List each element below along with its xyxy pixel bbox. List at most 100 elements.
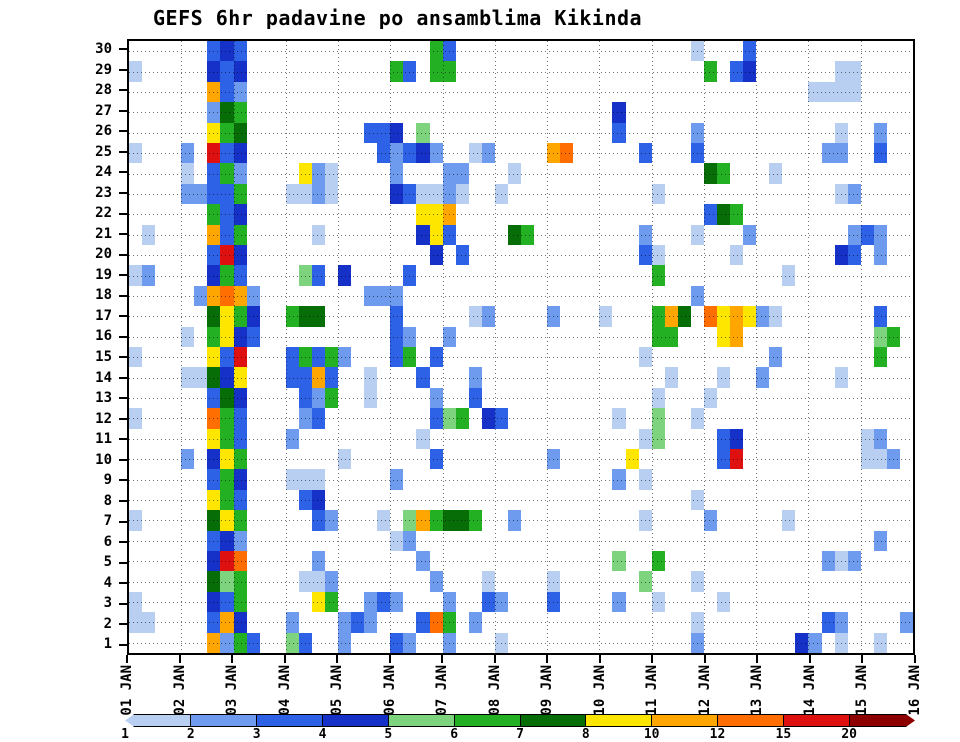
heatmap-cell	[298, 306, 312, 327]
heatmap-cell	[390, 632, 404, 653]
y-axis-label: 19	[95, 266, 112, 283]
heatmap-cell	[311, 469, 325, 490]
heatmap-cell	[703, 387, 717, 409]
heatmap-cell	[129, 510, 143, 531]
heatmap-cell	[207, 285, 221, 307]
heatmap-cell	[651, 326, 665, 347]
heatmap-cell	[246, 285, 260, 307]
colorbar-label: 15	[775, 727, 792, 742]
heatmap-cell	[481, 591, 495, 613]
heatmap-cell	[442, 510, 456, 531]
heatmap-cell	[429, 408, 443, 429]
heatmap-cell	[298, 571, 312, 592]
heatmap-cell	[886, 326, 900, 347]
heatmap-cell	[285, 632, 299, 653]
heatmap-cell	[311, 183, 325, 205]
heatmap-cell	[311, 306, 325, 327]
gridline-vertical	[285, 41, 287, 653]
gridline-horizontal	[129, 255, 913, 257]
heatmap-cell	[442, 204, 456, 225]
heatmap-cell	[664, 367, 678, 388]
x-axis-label: 02 JAN	[171, 665, 188, 716]
heatmap-cell	[390, 469, 404, 490]
y-axis-label: 12	[95, 410, 112, 427]
heatmap-cell	[873, 530, 887, 551]
y-tick	[119, 376, 127, 379]
gridline-horizontal	[129, 479, 913, 481]
heatmap-cell	[325, 183, 339, 205]
gridline-horizontal	[129, 112, 913, 114]
heatmap-cell	[599, 306, 613, 327]
heatmap-cell	[220, 408, 234, 429]
heatmap-cell	[220, 204, 234, 225]
plot-inner	[129, 41, 913, 653]
heatmap-cell	[834, 81, 848, 103]
x-tick	[388, 655, 391, 663]
colorbar-segment	[519, 714, 587, 727]
x-tick	[283, 655, 286, 663]
y-tick	[119, 561, 127, 564]
heatmap-cell	[129, 265, 143, 286]
heatmap-cell	[142, 612, 156, 633]
heatmap-cell	[220, 571, 234, 592]
x-tick	[336, 655, 339, 663]
heatmap-cell	[325, 387, 339, 409]
gridline-horizontal	[129, 438, 913, 440]
heatmap-cell	[390, 61, 404, 82]
heatmap-cell	[808, 81, 822, 103]
heatmap-cell	[233, 265, 247, 286]
heatmap-cell	[233, 632, 247, 653]
heatmap-cell	[416, 428, 430, 449]
heatmap-cell	[207, 428, 221, 449]
x-axis-label: 13 JAN	[749, 665, 766, 716]
heatmap-cell	[285, 183, 299, 205]
gridline-vertical	[599, 41, 601, 653]
y-tick	[119, 335, 127, 338]
heatmap-cell	[233, 224, 247, 245]
heatmap-cell	[455, 510, 469, 531]
y-axis-label: 16	[95, 328, 112, 345]
heatmap-cell	[808, 632, 822, 653]
gridline-horizontal	[129, 194, 913, 195]
gridline-horizontal	[129, 561, 913, 563]
heatmap-cell	[364, 122, 378, 143]
x-axis-label: 10 JAN	[591, 665, 608, 716]
y-axis-label: 9	[103, 472, 112, 489]
heatmap-cell	[390, 591, 404, 613]
colorbar-label: 20	[841, 727, 857, 742]
colorbar-segment	[783, 714, 851, 727]
heatmap-cell	[651, 428, 665, 449]
heatmap-cell	[547, 591, 561, 613]
heatmap-cell	[847, 183, 861, 205]
x-tick	[231, 655, 234, 663]
x-axis-label: 11 JAN	[644, 665, 661, 716]
colorbar-label: 8	[581, 727, 590, 742]
y-axis-label: 15	[95, 349, 112, 365]
heatmap-cell	[703, 163, 717, 184]
heatmap-cell	[703, 61, 717, 82]
heatmap-cell	[390, 530, 404, 551]
heatmap-cell	[429, 183, 443, 205]
heatmap-cell	[207, 326, 221, 347]
heatmap-cell	[429, 571, 443, 592]
y-tick	[119, 109, 127, 112]
heatmap-cell	[873, 428, 887, 449]
x-axis-label: 09 JAN	[539, 665, 556, 716]
x-tick	[914, 655, 916, 663]
heatmap-cell	[220, 469, 234, 490]
heatmap-cell	[390, 183, 404, 205]
heatmap-cell	[638, 469, 652, 490]
heatmap-cell	[468, 387, 482, 409]
heatmap-cell	[311, 367, 325, 388]
heatmap-cell	[429, 61, 443, 82]
gridline-vertical	[233, 41, 235, 653]
gridline-horizontal	[129, 540, 913, 542]
heatmap-cell	[207, 61, 221, 82]
heatmap-cell	[207, 408, 221, 429]
gridline-vertical	[181, 41, 183, 653]
x-tick	[178, 655, 181, 663]
heatmap-cell	[194, 285, 208, 307]
colorbar-label: 5	[384, 727, 393, 742]
gridline-horizontal	[129, 398, 913, 399]
heatmap-cell	[325, 367, 339, 388]
